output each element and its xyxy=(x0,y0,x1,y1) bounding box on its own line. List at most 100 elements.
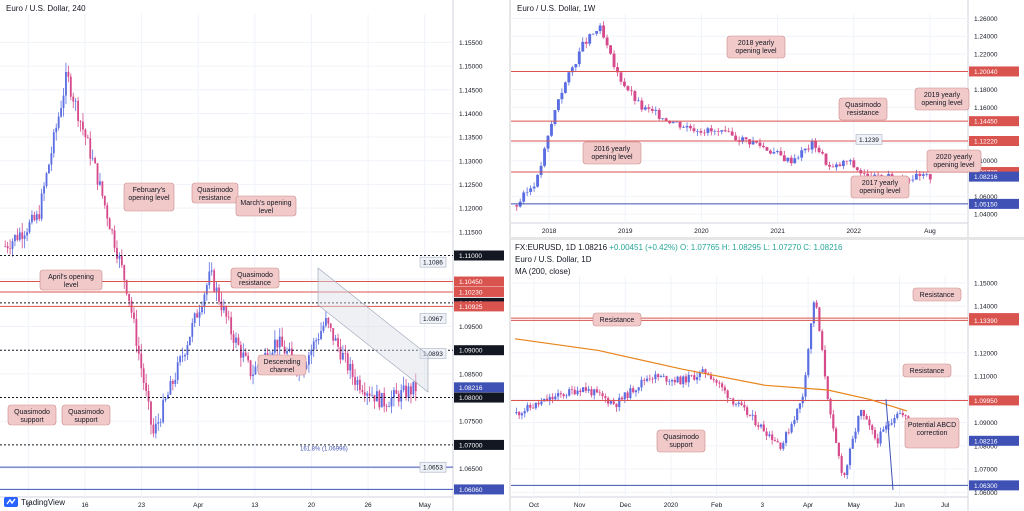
tradingview-brand[interactable]: TradingView xyxy=(4,497,65,507)
note-res-top-text: Resistance xyxy=(920,292,955,299)
candle-body xyxy=(344,352,347,354)
candle-body xyxy=(563,82,567,93)
candle-body xyxy=(574,64,578,68)
candle-body xyxy=(77,100,80,121)
y-tick-label-0-0: 1.15500 xyxy=(459,40,483,47)
candle-body xyxy=(21,232,24,239)
chart-4h-svg[interactable]: 1.15500 1.15000 1.14500 1.14000 1.13500 1.130… xyxy=(0,0,509,511)
note-apr-open-text: April's opening xyxy=(48,274,94,281)
y-tick-label-0-8: 1.11500 xyxy=(459,229,482,236)
price-tag-0-1-box xyxy=(419,313,447,324)
candle-body xyxy=(232,334,235,343)
candle-body xyxy=(775,151,779,153)
candle-body xyxy=(548,396,551,402)
candle-body xyxy=(629,388,632,398)
candle-body xyxy=(537,402,540,405)
note-res-mid-text: Resistance xyxy=(600,317,635,324)
candle-body xyxy=(108,218,111,230)
candle-body xyxy=(410,386,412,395)
candle-body xyxy=(94,158,97,164)
candle-body xyxy=(857,415,860,432)
candle-body xyxy=(848,160,852,162)
y-tick-label-1-3: 1.18000 xyxy=(974,87,998,94)
candle-body xyxy=(9,248,11,249)
y-tick-label-0-7: 1.12000 xyxy=(459,206,483,213)
candle-body xyxy=(201,306,203,313)
candle-body xyxy=(45,173,48,187)
candle-body xyxy=(887,424,890,426)
note-qm-res-1-text: resistance xyxy=(199,195,231,202)
candle-body xyxy=(557,99,560,111)
candle-body xyxy=(385,406,388,408)
candle-body xyxy=(550,123,553,136)
chart-1d-panel[interactable]: FX:EURUSD, 1D 1.08216 +0.00451 (+0.42%) … xyxy=(511,240,1024,511)
candle-body xyxy=(529,188,533,192)
candle-body xyxy=(390,397,393,407)
candle-body xyxy=(904,415,907,417)
candle-body xyxy=(363,392,366,396)
candle-body xyxy=(743,404,746,408)
candle-body xyxy=(218,287,220,302)
candle-body xyxy=(120,255,123,266)
candle-body xyxy=(210,270,213,272)
level-tag-0-5-label: 1.10925 xyxy=(459,304,483,311)
tradingview-brand-label: TradingView xyxy=(21,497,66,507)
candle-body xyxy=(896,413,899,419)
candle-body xyxy=(720,130,724,132)
candle-body xyxy=(640,100,644,110)
candle-body xyxy=(307,355,310,365)
chart-4h-panel[interactable]: Euro / U.S. Dollar, 240 1.15500 1.15000 1.… xyxy=(0,0,509,511)
note-2020-open-text: opening level xyxy=(933,162,975,169)
candle-body xyxy=(815,302,818,308)
level-tag-0-7-label: 1.10230 xyxy=(459,289,483,296)
x-tick-label-0-3: Apr xyxy=(193,502,204,509)
candle-body xyxy=(171,381,174,384)
price-tag-0-2-box xyxy=(419,348,447,359)
candle-body xyxy=(744,137,748,140)
level-tag-0-7-box xyxy=(454,286,504,297)
candle-body xyxy=(668,381,671,382)
panel-divider-horizontal[interactable] xyxy=(511,237,1024,240)
y-tick-label-1-1: 1.24000 xyxy=(974,34,998,41)
candle-body xyxy=(604,396,607,399)
level-tag-0-4-box xyxy=(454,250,504,261)
candle-body xyxy=(746,407,749,415)
candle-body xyxy=(723,387,726,391)
chart-1w-panel[interactable]: Euro / U.S. Dollar, 1W 1.26000 1.24000 1.2… xyxy=(511,0,1024,237)
candle-body xyxy=(91,158,94,159)
candle-body xyxy=(540,401,543,405)
chart-1d-svg[interactable]: 1.150001.140001.120001.110001.100001.090… xyxy=(511,240,1024,511)
candle-body xyxy=(885,425,888,430)
candle-body xyxy=(726,390,729,399)
candle-body xyxy=(573,389,576,395)
candle-body xyxy=(851,438,854,449)
candle-body xyxy=(405,385,407,398)
candle-body xyxy=(186,345,189,355)
candle-body xyxy=(762,145,765,148)
candle-body xyxy=(709,375,713,380)
x-tick-label-1-3: 2021 xyxy=(770,228,785,235)
candle-body xyxy=(334,338,337,341)
note-feb-open-text: opening level xyxy=(128,195,170,202)
chart-1w-svg[interactable]: 1.260001.240001.220001.180001.160001.120… xyxy=(511,0,1024,237)
candle-body xyxy=(615,403,618,408)
fib-label: 161.8% (1.06996) xyxy=(300,446,348,452)
candle-body xyxy=(208,271,211,286)
candle-body xyxy=(704,369,707,374)
y-tick-label-2-2: 1.12000 xyxy=(974,350,998,357)
candle-body xyxy=(684,376,688,383)
y-tick-label-1-6: 1.10000 xyxy=(974,158,998,165)
candle-body xyxy=(787,432,790,433)
candle-body xyxy=(393,390,395,398)
candle-body xyxy=(113,230,116,248)
x-tick-label-2-9: Jul xyxy=(941,502,950,509)
candle-body xyxy=(356,379,359,385)
candle-body xyxy=(676,376,679,383)
candle-body xyxy=(623,392,626,400)
candle-body xyxy=(154,423,157,434)
candle-body xyxy=(848,448,852,466)
price-tag-0-3-label: 1.0653 xyxy=(423,465,443,472)
candle-body xyxy=(69,76,72,97)
level-tag-1-4-box xyxy=(969,198,1019,209)
panel-divider-vertical[interactable] xyxy=(509,0,511,511)
